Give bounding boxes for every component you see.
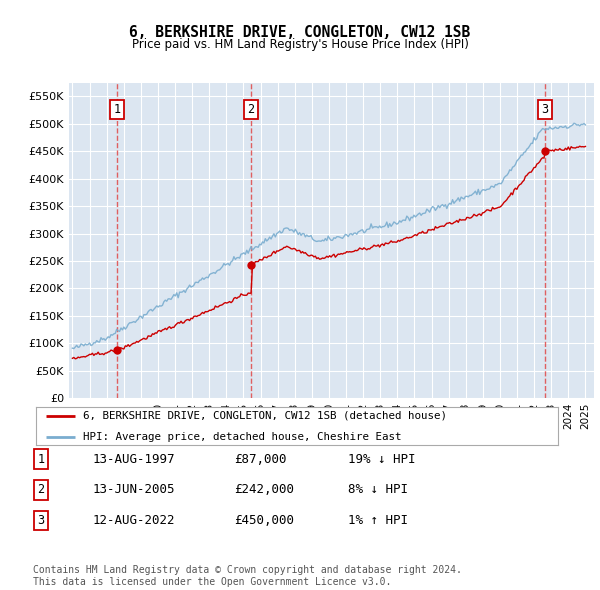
- Text: Contains HM Land Registry data © Crown copyright and database right 2024.
This d: Contains HM Land Registry data © Crown c…: [33, 565, 462, 587]
- Text: HPI: Average price, detached house, Cheshire East: HPI: Average price, detached house, Ches…: [83, 432, 401, 442]
- Text: 1: 1: [113, 103, 121, 116]
- Text: 13-JUN-2005: 13-JUN-2005: [93, 483, 176, 496]
- Text: 2: 2: [248, 103, 254, 116]
- Text: 3: 3: [37, 514, 44, 527]
- Text: 13-AUG-1997: 13-AUG-1997: [93, 453, 176, 466]
- Text: 6, BERKSHIRE DRIVE, CONGLETON, CW12 1SB: 6, BERKSHIRE DRIVE, CONGLETON, CW12 1SB: [130, 25, 470, 40]
- Text: 2: 2: [37, 483, 44, 496]
- Text: Price paid vs. HM Land Registry's House Price Index (HPI): Price paid vs. HM Land Registry's House …: [131, 38, 469, 51]
- Text: 1: 1: [37, 453, 44, 466]
- Text: £450,000: £450,000: [234, 514, 294, 527]
- Text: £242,000: £242,000: [234, 483, 294, 496]
- Text: 8% ↓ HPI: 8% ↓ HPI: [348, 483, 408, 496]
- Text: 19% ↓ HPI: 19% ↓ HPI: [348, 453, 415, 466]
- Text: 6, BERKSHIRE DRIVE, CONGLETON, CW12 1SB (detached house): 6, BERKSHIRE DRIVE, CONGLETON, CW12 1SB …: [83, 411, 447, 421]
- Text: 3: 3: [541, 103, 548, 116]
- Text: 12-AUG-2022: 12-AUG-2022: [93, 514, 176, 527]
- Text: 1% ↑ HPI: 1% ↑ HPI: [348, 514, 408, 527]
- Text: £87,000: £87,000: [234, 453, 287, 466]
